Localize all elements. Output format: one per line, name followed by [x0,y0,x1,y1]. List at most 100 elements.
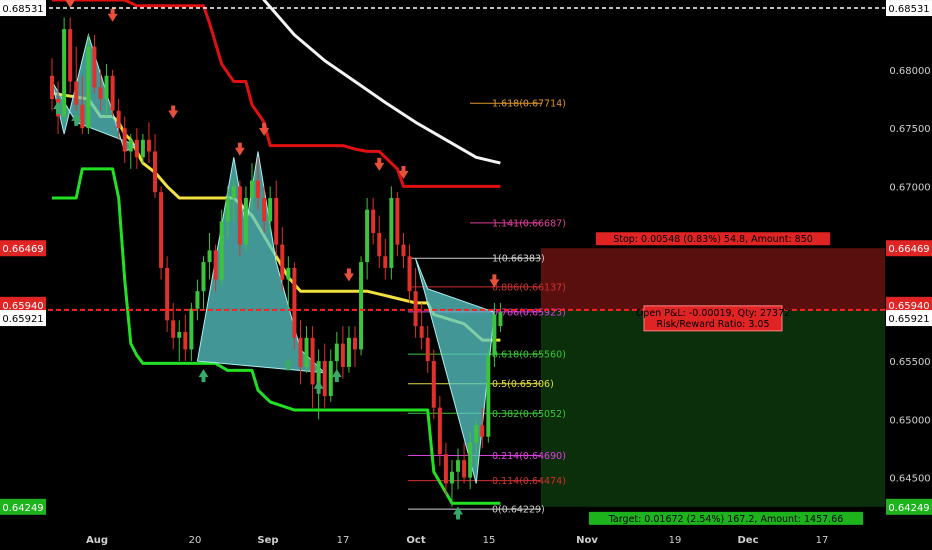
candle-body [310,337,315,385]
sell-signal-arrow [65,0,76,8]
candle-body [159,192,164,268]
left-price-badge [0,498,46,515]
candle-body [201,262,206,292]
candle-body [304,337,309,367]
fib-level-label: 0(0.64229) [492,505,545,516]
candle-body [413,291,418,327]
candle-body [443,454,448,484]
x-axis-tick-label: 15 [483,535,496,546]
left-price-badge [0,310,46,327]
pnl-box [643,305,783,332]
candle-body [389,198,394,268]
candle-body [468,442,473,478]
stop-label-box [595,232,831,246]
candle-body [377,232,382,257]
x-axis-tick-label: 20 [189,535,202,546]
risk-reward-label: Risk/Reward Ratio: 3.05 [656,319,769,330]
candle-body [219,221,224,280]
candle-body [225,198,230,222]
y-axis-tick-label: 0.67000 [889,182,930,193]
candle-body [322,361,327,397]
candle-body [50,75,54,100]
candle-body [140,139,145,158]
candle-body [183,331,188,350]
candle-body [280,244,285,280]
sell-signal-arrow [107,8,118,22]
candle-body [256,180,261,199]
fib-level-label: 1(0.66383) [492,254,545,265]
candle-body [431,361,436,408]
candle-body [462,460,467,478]
candle-body [74,81,79,105]
candle-body [340,343,345,367]
fib-level-label: 0.382(0.65052) [492,409,566,420]
candle-body [122,128,127,152]
candle-body [274,198,279,245]
fib-level-label: 0.618(0.65560) [492,350,566,361]
candle-body [383,256,388,268]
candle-body [128,139,133,152]
candle-body [134,139,139,158]
candle-body [213,250,218,280]
candle-body [171,320,176,338]
candle-body [116,110,121,129]
candle-body [153,151,158,193]
buy-signal-arrow [331,369,342,383]
right-price-badge [886,498,932,515]
y-axis-tick-label: 0.65500 [889,357,930,368]
candle-body [359,262,364,350]
sell-signal-arrow [168,105,179,119]
candle-body [492,314,497,356]
target-label: Target: 0.01672 (2.54%) 167.2, Amount: 1… [608,514,844,525]
candle-body [231,186,236,199]
left-price-badge [0,0,46,17]
candle-body [98,87,103,100]
candle-body [456,460,461,472]
y-axis-tick-label: 0.65000 [889,415,930,426]
right-price-badge-label: 0.64249 [888,503,929,514]
candle-body [292,267,297,338]
fib-level-label: 0.786(0.65923) [492,307,566,318]
sell-signal-arrow [489,274,500,288]
candle-body [243,198,248,245]
candle-body [262,198,267,222]
left-price-badge-label: 0.65921 [2,314,43,325]
candle-body [146,139,151,152]
right-price-badge [886,310,932,327]
candle-body [419,326,424,338]
sell-signal-arrow [343,268,354,282]
fib-level-label: 1.618(0.67714) [492,99,566,110]
candle-body [268,198,273,222]
fib-level-label: 0.214(0.64690) [492,451,566,462]
candle-body [486,355,491,437]
candle-body [328,361,333,397]
candle-body [474,425,479,443]
x-axis-tick-label: Sep [257,535,278,546]
candle-body [80,104,85,129]
candle-body [353,337,357,350]
candle-body [189,308,194,350]
fib-level-label: 1.141(0.66687) [492,218,566,229]
x-axis-tick-label: Nov [576,535,598,546]
candle-body [401,244,406,257]
target-label-box [588,511,864,525]
buy-signal-arrow [198,369,209,383]
candle-body [62,29,67,117]
stop-loss-zone [541,248,885,310]
buy-signal-arrow [53,101,64,115]
candle-body [177,331,182,338]
baseline-line [52,167,501,505]
buy-signal-arrow [453,506,464,520]
candle-body [407,256,412,292]
candle-body [165,267,170,321]
sell-signal-arrow [234,142,245,156]
x-axis-tick-label: Oct [406,535,425,546]
x-axis-tick-label: 17 [816,535,829,546]
right-price-badge-label: 0.68531 [888,4,929,15]
left-price-badge-label: 0.64249 [2,503,43,514]
right-price-badge-label: 0.65921 [888,314,929,325]
candle-body [316,361,321,385]
resistance-line [52,0,501,188]
sell-signal-arrow [398,166,409,180]
